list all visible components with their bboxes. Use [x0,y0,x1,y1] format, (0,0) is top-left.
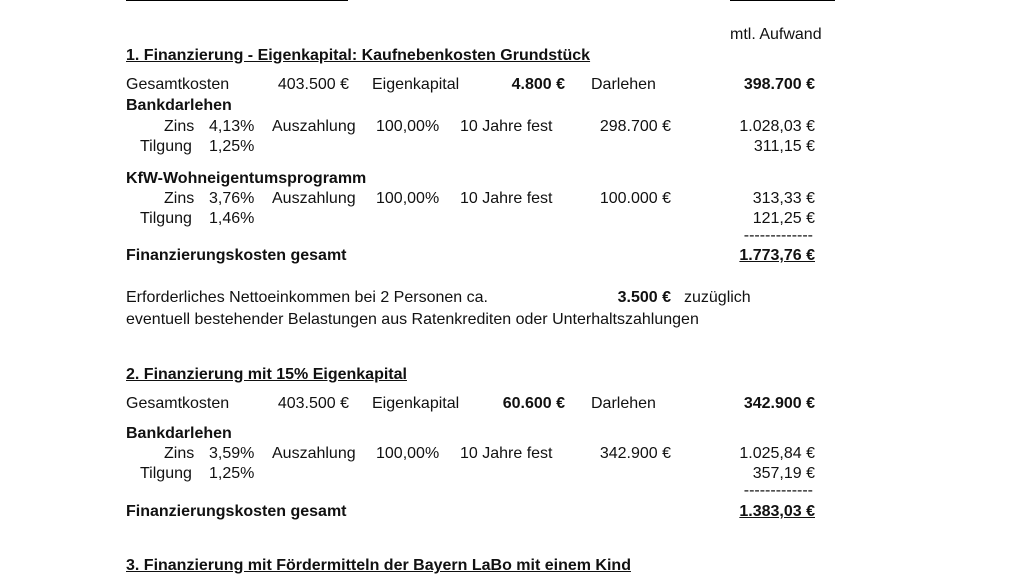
label: Eigenkapital [372,395,460,412]
label: Gesamtkosten [126,76,230,93]
monthly: 1.025,84 € [739,445,815,462]
term: 10 Jahre fest [460,118,553,135]
rate: 1,25% [209,138,255,155]
rate: 4,13% [209,118,255,135]
loan-name: Bankdarlehen [126,97,232,114]
label: Auszahlung [272,190,356,207]
amount: 4.800 € [511,76,565,93]
top-rule [126,0,348,1]
amount: 100.000 € [599,190,671,207]
separator: ------------- [743,482,813,499]
term: 10 Jahre fest [460,190,553,207]
label: Zins [164,190,195,207]
total-label: Finanzierungskosten gesamt [126,247,347,264]
label: Gesamtkosten [126,395,230,412]
term: 10 Jahre fest [460,445,553,462]
monthly: 313,33 € [752,190,815,207]
label: Auszahlung [272,445,356,462]
label: Zins [164,118,195,135]
label: Eigenkapital [372,76,460,93]
amount: 3.500 € [617,289,671,306]
label: Tilgung [140,138,192,155]
note: zuzüglich [684,289,751,306]
amount: 398.700 € [743,76,815,93]
monthly: 357,19 € [752,465,815,482]
loan-name: Bankdarlehen [126,425,232,442]
total: 1.383,03 € [739,503,815,520]
section-title: 2. Finanzierung mit 15% Eigenkapital [126,366,407,383]
rate: 100,00% [376,190,440,207]
rate: 1,25% [209,465,255,482]
loan-name: KfW-Wohneigentumsprogramm [126,170,367,187]
monthly: 311,15 € [753,138,815,155]
label: Darlehen [591,76,656,93]
label: Tilgung [140,465,192,482]
label: Zins [164,445,195,462]
amount: 342.900 € [599,445,671,462]
total: 1.773,76 € [739,247,815,264]
section-title: 3. Finanzierung mit Fördermitteln der Ba… [126,557,631,574]
total-label: Finanzierungskosten gesamt [126,503,347,520]
top-rule [730,0,835,1]
label: Tilgung [140,210,192,227]
column-title: mtl. Aufwand [730,26,822,43]
amount: 60.600 € [502,395,565,412]
amount: 403.500 € [277,76,349,93]
monthly: 1.028,03 € [739,118,815,135]
label: Auszahlung [272,118,356,135]
rate: 100,00% [376,445,440,462]
separator: ------------- [743,227,813,244]
rate: 3,59% [209,445,255,462]
note: eventuell bestehender Belastungen aus Ra… [126,311,699,328]
rate: 3,76% [209,190,255,207]
rate: 100,00% [376,118,440,135]
rate: 1,46% [209,210,255,227]
note: Erforderliches Nettoeinkommen bei 2 Pers… [126,289,488,306]
section-title: 1. Finanzierung - Eigenkapital: Kaufnebe… [126,47,591,64]
amount: 298.700 € [599,118,671,135]
amount: 342.900 € [743,395,815,412]
monthly: 121,25 € [752,210,815,227]
amount: 403.500 € [277,395,349,412]
label: Darlehen [591,395,656,412]
